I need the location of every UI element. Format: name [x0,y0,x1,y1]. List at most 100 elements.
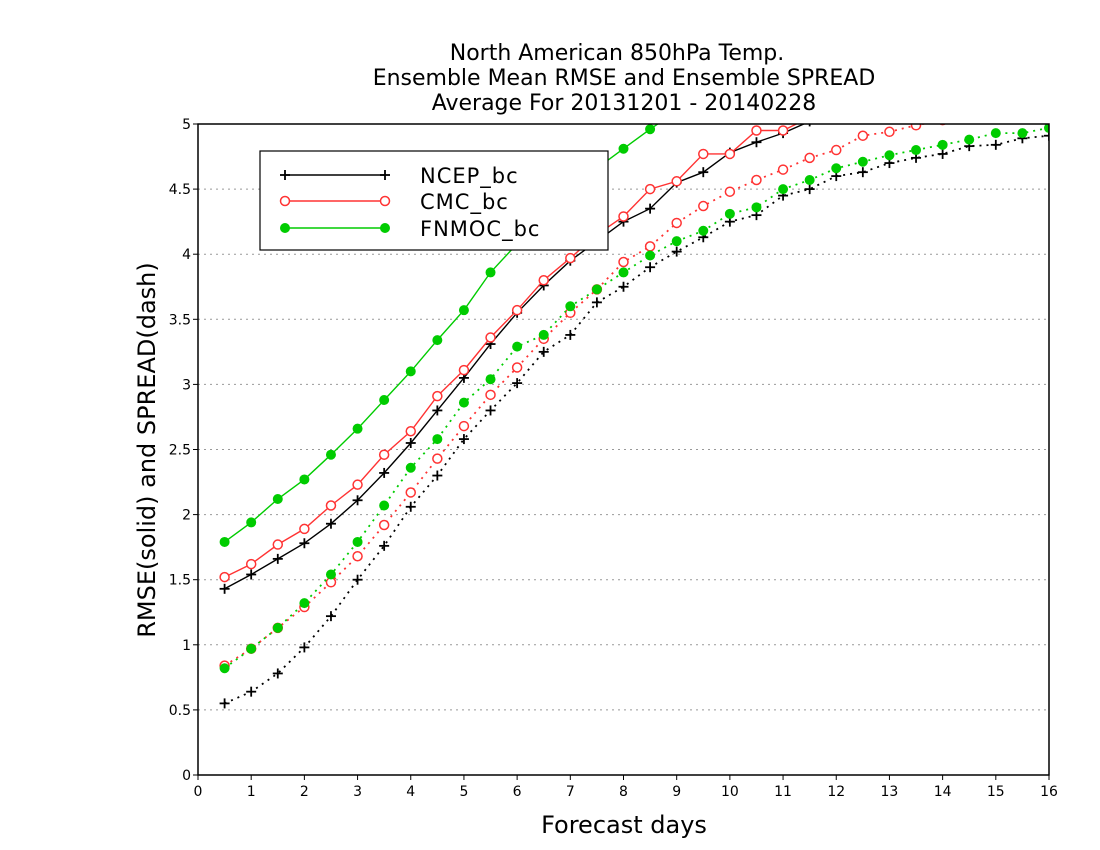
data-point-fnmoc-bc-rmse [1045,0,1054,5]
data-point-fnmoc-bc-rmse [645,124,656,135]
data-point-cmc-bc-rmse [618,211,629,222]
data-point-cmc-bc-rmse [538,274,549,286]
data-point-cmc-bc-rmse [991,77,1000,86]
data-point-fnmoc-bc-spread [645,250,656,261]
data-point-ncep-bc-rmse [831,110,841,120]
data-point-cmc-bc-rmse [378,449,390,460]
data-point-cmc-bc-spread [724,186,736,197]
series-line-ncep-bc-spread [224,134,1049,705]
legend-marker [280,170,290,180]
data-point-fnmoc-bc-spread [458,397,469,408]
legend-label: FNMOC_bc [420,217,540,242]
data-point-fnmoc-bc-rmse [246,517,257,528]
data-point-ncep-bc-spread [432,470,443,481]
data-point-fnmoc-bc-spread [379,500,390,511]
data-point-cmc-bc-spread [352,551,363,562]
data-point-cmc-bc-spread [831,144,842,156]
data-point-cmc-bc-spread [991,109,1000,118]
x-tick-label: 5 [459,784,468,800]
data-point-cmc-bc-spread [777,164,789,175]
legend-marker [380,170,390,180]
y-tick-label: 0 [182,768,191,784]
data-point-cmc-bc-rmse [751,125,762,136]
data-point-fnmoc-bc-spread [299,598,310,609]
data-point-cmc-bc-spread [458,420,470,432]
legend-label: NCEP_bc [420,164,519,189]
x-tick-label: 1 [247,784,256,800]
series-line-ncep-bc-rmse [224,124,806,590]
chart-title-line-1: North American 850hPa Temp. [450,41,785,66]
data-point-cmc-bc-spread [751,174,762,186]
data-point-fnmoc-bc-rmse [1018,2,1027,11]
data-point-cmc-bc-rmse [405,426,416,437]
data-point-ncep-bc-rmse [808,124,811,127]
data-point-ncep-bc-rmse [938,89,948,99]
data-point-fnmoc-bc-spread [990,128,1001,139]
x-tick-label: 2 [300,784,309,800]
series-line-cmc-bc-rmse [224,124,798,578]
data-point-fnmoc-bc-rmse [219,536,230,547]
data-point-fnmoc-bc-spread [937,139,948,150]
y-tick-label: 4 [182,247,191,263]
data-point-ncep-bc-rmse [991,83,1001,93]
data-point-cmc-bc-spread [804,152,815,164]
data-point-fnmoc-bc-spread [698,225,709,236]
data-point-fnmoc-bc-rmse [325,449,336,460]
data-point-cmc-bc-rmse [511,304,523,316]
data-point-fnmoc-bc-rmse [458,305,469,316]
legend-item-ncep-bc: NCEP_bc [280,164,519,189]
y-axis-label: RMSE(solid) and SPREAD(dash) [133,262,161,638]
data-point-fnmoc-bc-rmse [832,48,841,57]
data-point-fnmoc-bc-spread [272,622,283,633]
data-point-fnmoc-bc-rmse [618,143,629,154]
data-point-cmc-bc-spread [405,487,416,498]
data-point-cmc-bc-rmse [352,479,363,490]
data-point-ncep-bc-rmse [325,518,336,529]
data-point-cmc-bc-spread [965,113,974,122]
series-fnmoc-bc-spread [219,124,1049,674]
data-point-cmc-bc-rmse [245,558,257,570]
y-tick-label: 2 [182,508,191,524]
data-point-fnmoc-bc-rmse [938,22,947,31]
x-tick-label: 11 [774,784,792,800]
legend-marker [380,223,390,233]
data-point-cmc-bc-spread [698,200,709,212]
data-point-cmc-bc-rmse [698,148,709,160]
y-tick-label: 1.5 [169,573,191,589]
data-point-cmc-bc-rmse [644,183,656,195]
data-point-ncep-bc-rmse [884,98,894,108]
data-point-fnmoc-bc-spread [432,434,443,445]
data-point-cmc-bc-spread [1018,106,1027,115]
data-point-fnmoc-bc-spread [671,236,682,247]
legend-label: CMC_bc [420,190,509,215]
data-point-cmc-bc-rmse [219,571,230,583]
data-point-ncep-bc-spread [618,281,629,292]
data-point-ncep-bc-rmse [751,137,762,148]
data-point-fnmoc-bc-rmse [405,366,416,377]
chart-title-line-2: Ensemble Mean RMSE and Ensemble SPREAD [373,66,876,91]
data-point-fnmoc-bc-spread [325,569,336,580]
data-point-ncep-bc-spread [325,611,336,622]
data-point-fnmoc-bc-spread [512,341,523,352]
data-point-cmc-bc-spread [857,130,869,141]
data-point-ncep-bc-rmse [698,167,709,178]
data-point-ncep-bc-rmse [1017,80,1027,90]
data-point-cmc-bc-rmse [1018,74,1027,83]
x-tick-label: 15 [987,784,1005,800]
x-axis-label: Forecast days [541,811,707,839]
x-tick-label: 12 [827,784,845,800]
data-point-ncep-bc-spread [671,246,682,257]
x-tick-label: 0 [194,784,203,800]
data-point-fnmoc-bc-spread [591,284,602,295]
data-point-cmc-bc-rmse [485,332,496,343]
data-point-ncep-bc-spread [379,540,390,551]
data-point-ncep-bc-rmse [964,85,974,95]
x-tick-label: 13 [881,784,899,800]
data-point-cmc-bc-rmse [299,523,310,535]
data-point-ncep-bc-spread [512,378,523,389]
data-point-ncep-bc-spread [299,642,310,653]
y-tick-label: 1 [182,638,191,654]
data-point-cmc-bc-rmse [432,390,443,402]
data-point-cmc-bc-rmse [858,100,867,109]
